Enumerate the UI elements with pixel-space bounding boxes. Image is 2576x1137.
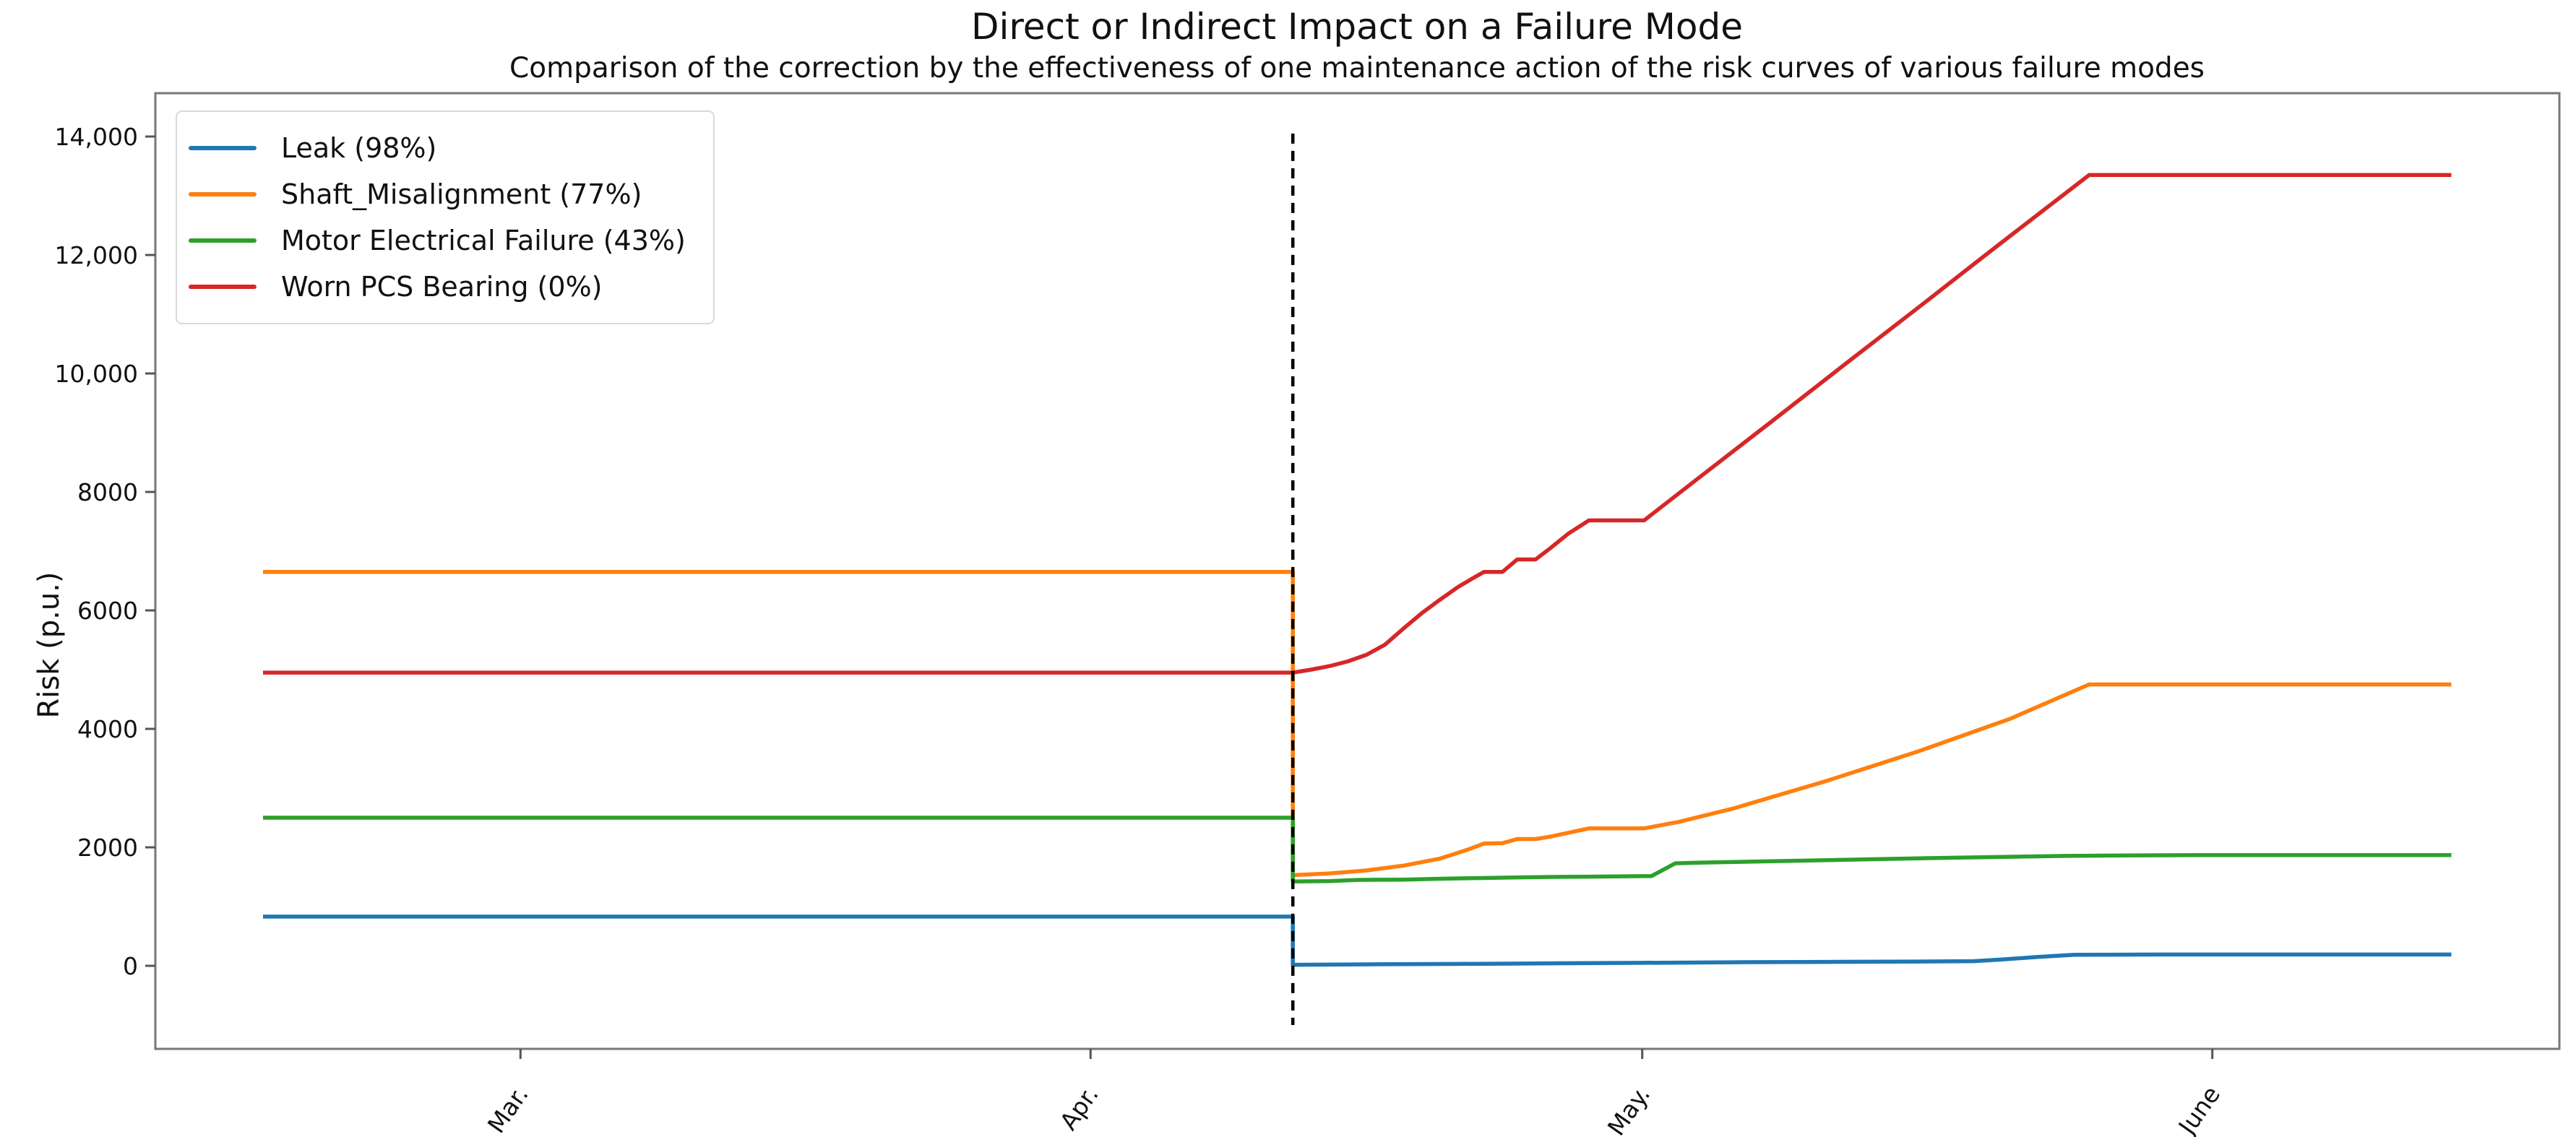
legend-label: Leak (98%) xyxy=(281,132,437,164)
x-tick-label: May. xyxy=(1602,1081,1655,1137)
worn-pcs-bearing-line-swatch xyxy=(189,285,257,289)
series-line-motor-electrical-failure-43 xyxy=(263,816,2452,883)
x-tick-label: June xyxy=(2172,1081,2226,1137)
y-tick-label: 14,000 xyxy=(55,123,138,151)
axes-frame xyxy=(154,92,2561,1050)
legend-item-motor-electrical-failure: Motor Electrical Failure (43%) xyxy=(189,217,686,264)
chart-subtitle: Comparison of the correction by the effe… xyxy=(509,52,2205,85)
y-tick-label: 0 xyxy=(123,952,138,980)
motor-electrical-failure-line-swatch xyxy=(189,238,257,243)
series-line-worn-pcs-bearing-0 xyxy=(263,173,2452,675)
series-line-shaft-misalignment-77 xyxy=(263,569,2452,878)
legend-label: Shaft_Misalignment (77%) xyxy=(281,178,642,210)
leak-line-swatch xyxy=(189,146,257,150)
y-tick-label: 8000 xyxy=(77,478,138,506)
shaft-misalignment-line-swatch xyxy=(189,192,257,196)
legend-item-shaft-misalignment: Shaft_Misalignment (77%) xyxy=(189,171,686,217)
y-tick-label: 10,000 xyxy=(55,360,138,388)
chart-title: Direct or Indirect Impact on a Failure M… xyxy=(970,6,1744,48)
series-line-leak-98 xyxy=(263,915,2452,967)
x-tick-label: Mar. xyxy=(482,1081,534,1137)
x-tick-label: Apr. xyxy=(1054,1081,1104,1135)
y-tick-label: 2000 xyxy=(77,834,138,862)
y-tick-label: 4000 xyxy=(77,715,138,743)
legend-box: Leak (98%) Shaft_Misalignment (77%) Moto… xyxy=(176,111,715,324)
legend-item-leak: Leak (98%) xyxy=(189,125,686,171)
legend-label: Motor Electrical Failure (43%) xyxy=(281,225,686,256)
y-tick-label: 12,000 xyxy=(55,241,138,269)
legend-item-worn-pcs-bearing: Worn PCS Bearing (0%) xyxy=(189,264,686,310)
legend-label: Worn PCS Bearing (0%) xyxy=(281,271,603,303)
y-tick-label: 6000 xyxy=(77,597,138,625)
